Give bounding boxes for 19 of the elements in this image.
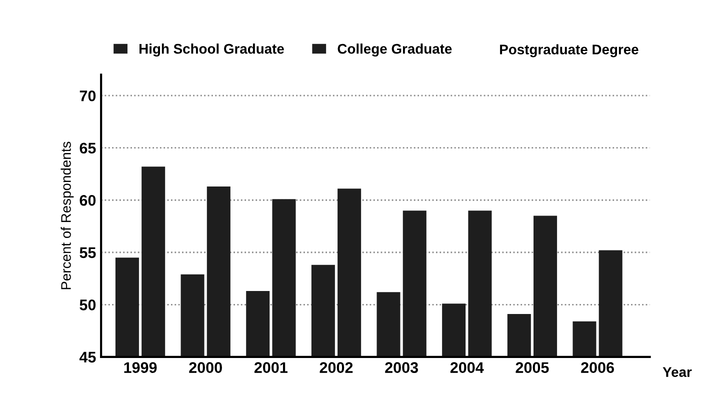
- y-tick-label: 55: [80, 247, 96, 258]
- y-axis-title: Percent of Respondents: [60, 142, 74, 290]
- text: Postgraduate Degree: [500, 44, 638, 58]
- x-axis-title: Year: [662, 367, 692, 377]
- x-tick-label: 2002: [320, 362, 353, 373]
- x-tick-label: 2000: [189, 362, 222, 373]
- y-tick-label: 60: [80, 194, 96, 206]
- legend-label: College Graduate: [338, 44, 452, 57]
- x-tick-label: 2006: [581, 362, 614, 373]
- y-tick-label: 45: [79, 352, 96, 363]
- x-tick-label: 2005: [516, 362, 549, 373]
- x-tick-label: 2003: [385, 362, 418, 374]
- y-tick-label: 70: [80, 90, 96, 102]
- y-tick-label: 50: [80, 300, 96, 310]
- legend-label: High School Graduate: [140, 44, 284, 57]
- x-tick-label: 1999: [124, 362, 157, 373]
- x-tick-label: 2001: [254, 362, 288, 373]
- x-tick-label: 2004: [450, 362, 484, 373]
- y-tick-label: 65: [80, 142, 96, 154]
